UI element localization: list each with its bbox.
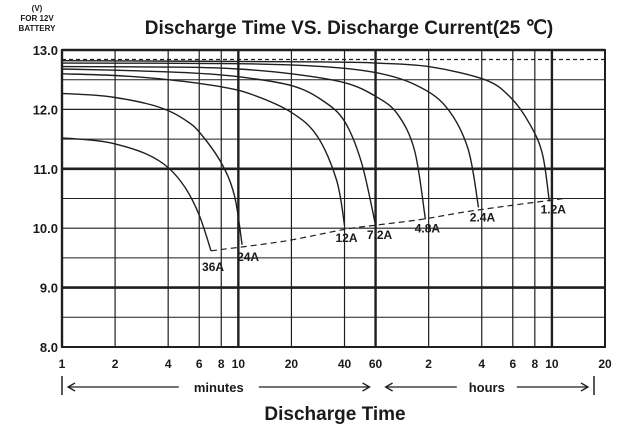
plot-frame [61,49,606,348]
y-tick-label: 13.0 [33,43,58,58]
x-tick-label: 6 [509,357,516,371]
x-axis-title: Discharge Time [264,404,405,425]
curve-label: 2.4A [470,210,496,224]
curves [61,58,605,252]
curve-labels: 36A 24A 12A 7.2A 4.8A 2.4A 1.2A [202,202,566,273]
discharge-curve [61,73,346,226]
curve-label: 1.2A [541,202,567,216]
y-unit-note: (V) FOR 12V BATTERY [19,4,57,33]
x-tick-label: 20 [598,357,612,371]
y-tick-label: 9.0 [40,281,58,296]
y-unit-line-1: (V) [32,4,43,13]
y-tick-label: 12.0 [33,102,58,117]
x-tick-label: 60 [369,357,383,371]
y-unit-line-2: FOR 12V [20,14,54,23]
curve-label: 36A [202,260,224,274]
y-tick-label: 11.0 [33,162,58,177]
discharge-curve [61,68,377,226]
y-tick-label: 10.0 [33,221,58,236]
discharge-curve [61,60,550,202]
discharge-curve [61,65,427,220]
time-ranges: minutes hours [61,376,595,395]
x-tick-label: 8 [218,357,225,371]
x-tick-label: 8 [531,357,538,371]
final-voltage-line [210,197,564,252]
x-tick-label: 10 [232,357,246,371]
x-tick-label: 40 [338,357,352,371]
x-tick-label: 2 [112,357,119,371]
x-tick-label: 4 [478,357,485,371]
curve-label: 7.2A [367,228,393,242]
y-unit-line-3: BATTERY [19,24,57,33]
range-arrowhead-left [384,382,393,392]
chart-title: Discharge Time VS. Discharge Current(25 … [145,18,554,39]
grid [60,48,606,348]
x-tick-label: 2 [425,357,432,371]
axes: 8.09.010.011.012.013.01 2 4 6 8 10 20 40 60 2 4 6 8 1… [33,43,612,371]
range-arrowhead-right [580,382,590,392]
range-label: hours [469,380,505,395]
y-tick-label: 8.0 [40,340,58,355]
x-tick-label: 20 [285,357,299,371]
curve-label: 24A [237,250,259,264]
curve-label: 12A [336,231,358,245]
x-tick-label: 1 [59,357,66,371]
range-arrowhead-left [66,382,76,392]
x-tick-label: 4 [165,357,172,371]
discharge-curve [61,92,243,245]
x-tick-label: 10 [545,357,559,371]
discharge-curve [61,137,212,252]
discharge-curve [61,62,480,208]
curve-label: 4.8A [415,221,441,235]
x-tick-label: 6 [196,357,203,371]
range-arrowhead-right [362,382,371,392]
range-label: minutes [194,380,244,395]
